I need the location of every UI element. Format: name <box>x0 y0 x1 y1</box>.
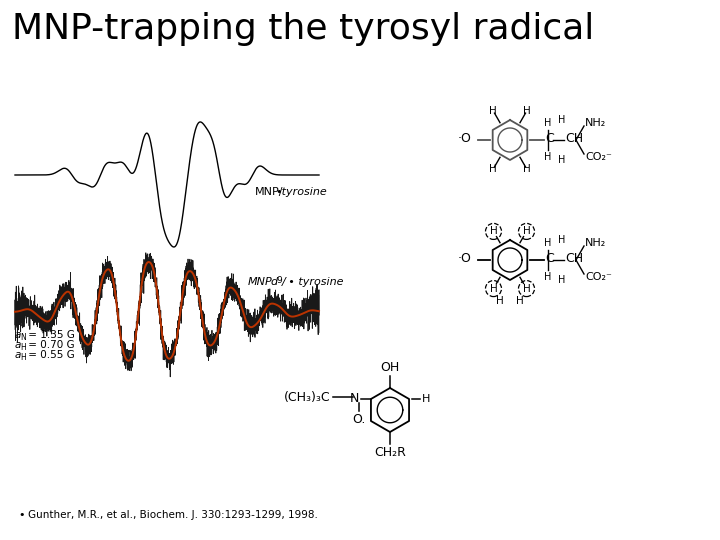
Text: CO₂⁻: CO₂⁻ <box>585 272 612 282</box>
Text: H: H <box>20 353 26 362</box>
Text: = 0.70 G: = 0.70 G <box>25 340 75 350</box>
Text: / • tyrosine: / • tyrosine <box>282 277 344 287</box>
Text: CH: CH <box>565 132 583 145</box>
Text: H: H <box>544 272 552 282</box>
Text: •tyrosine: •tyrosine <box>275 187 327 197</box>
Text: H: H <box>558 235 566 245</box>
Text: H: H <box>558 275 566 285</box>
Text: H: H <box>544 152 552 162</box>
Text: Gunther, M.R., et al., Biochem. J. 330:1293-1299, 1998.: Gunther, M.R., et al., Biochem. J. 330:1… <box>28 510 318 520</box>
Text: H: H <box>496 296 504 306</box>
Text: H: H <box>489 165 497 174</box>
Text: C: C <box>545 253 554 266</box>
Text: H: H <box>523 284 531 294</box>
Text: H: H <box>490 284 498 294</box>
Text: O.: O. <box>352 413 366 426</box>
Text: CH: CH <box>565 253 583 266</box>
Text: MNP/: MNP/ <box>255 187 284 197</box>
Text: MNP: MNP <box>248 277 273 287</box>
Text: ·O: ·O <box>458 132 472 145</box>
Text: a: a <box>15 340 22 350</box>
Text: (CH₃)₃C: (CH₃)₃C <box>284 390 331 403</box>
Text: NH₂: NH₂ <box>585 118 606 128</box>
Text: N: N <box>350 393 359 406</box>
Text: H: H <box>523 165 531 174</box>
Text: H: H <box>20 343 26 352</box>
Text: H: H <box>558 115 566 125</box>
Text: OH: OH <box>380 361 400 374</box>
Text: a: a <box>15 330 22 340</box>
Text: H: H <box>544 238 552 248</box>
Text: = 1.35 G: = 1.35 G <box>25 330 75 340</box>
Text: = 0.55 G: = 0.55 G <box>25 350 75 360</box>
Text: H: H <box>523 226 531 237</box>
Text: •: • <box>18 510 24 520</box>
Text: H: H <box>490 226 498 237</box>
Text: CH₂R: CH₂R <box>374 446 406 459</box>
Text: CO₂⁻: CO₂⁻ <box>585 152 612 162</box>
Text: H: H <box>489 105 497 116</box>
Text: ·O: ·O <box>458 252 472 265</box>
Text: NH₂: NH₂ <box>585 238 606 248</box>
Text: H: H <box>558 155 566 165</box>
Text: H: H <box>422 394 431 404</box>
Text: H: H <box>516 296 524 306</box>
Text: 9: 9 <box>276 276 282 285</box>
Text: a: a <box>15 350 22 360</box>
Text: N: N <box>20 333 26 342</box>
Text: d: d <box>270 277 277 287</box>
Text: H: H <box>523 105 531 116</box>
Text: H: H <box>544 118 552 128</box>
Text: MNP-trapping the tyrosyl radical: MNP-trapping the tyrosyl radical <box>12 12 594 46</box>
Text: C: C <box>545 132 554 145</box>
